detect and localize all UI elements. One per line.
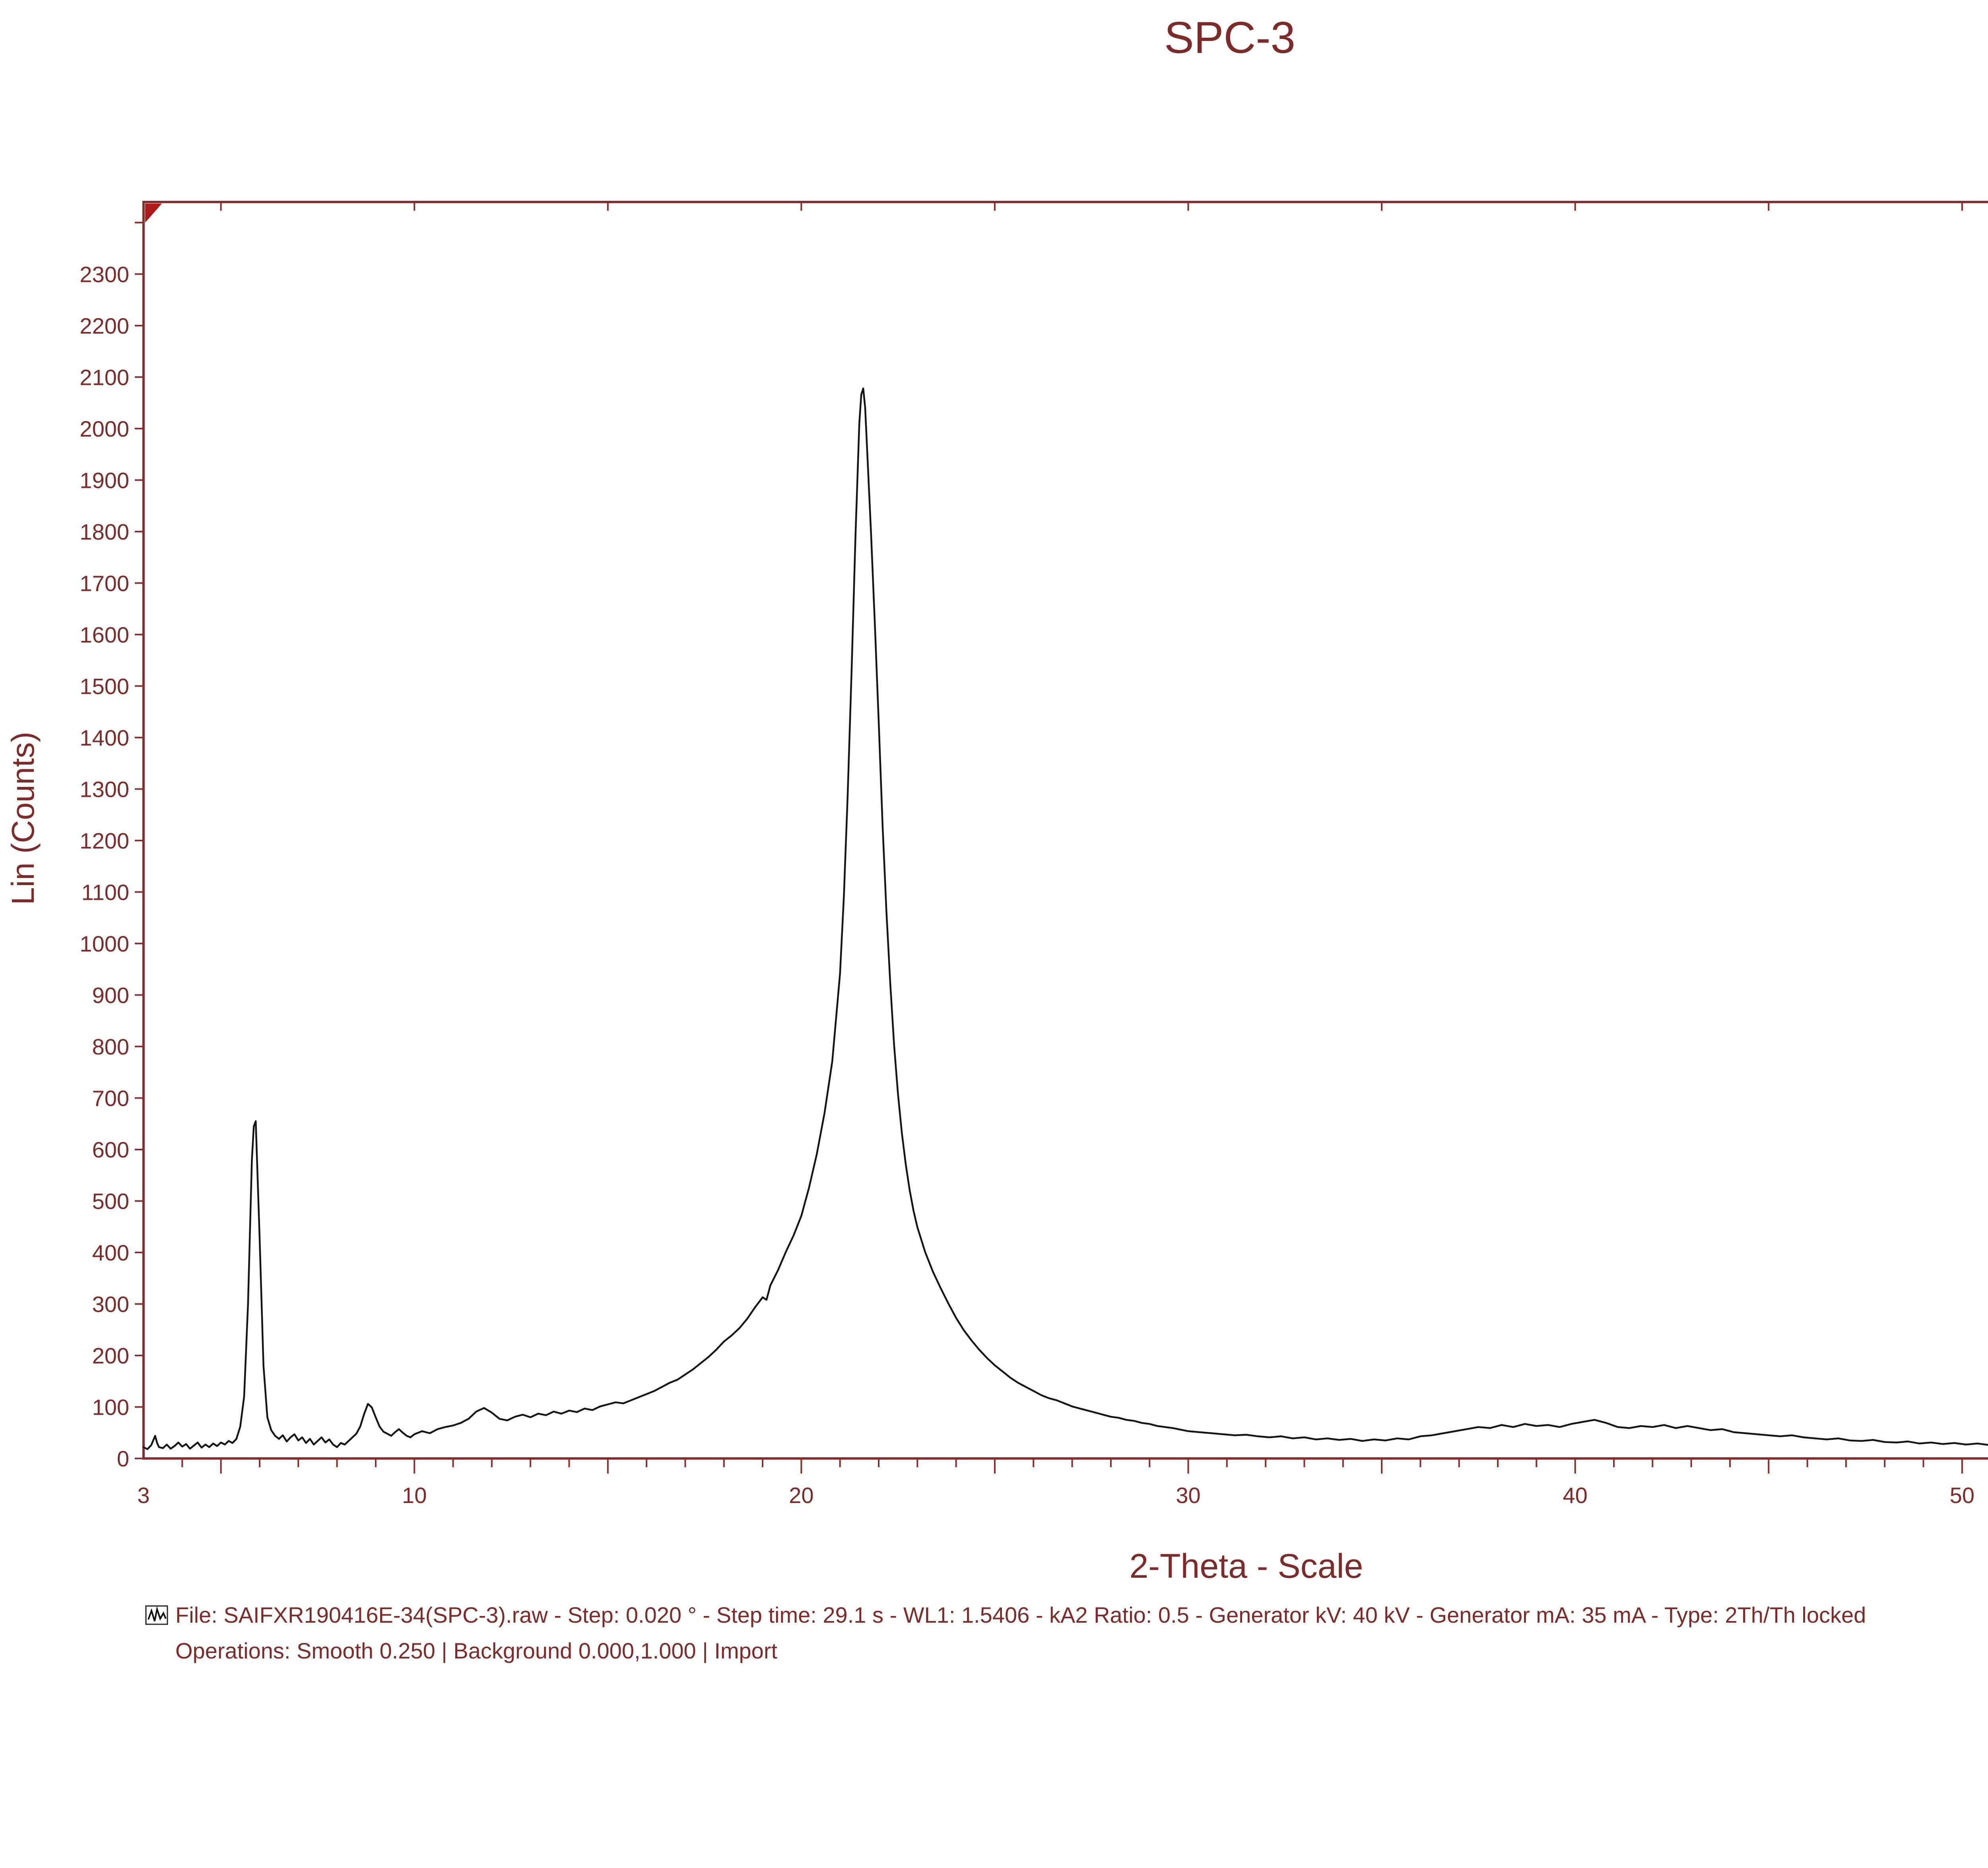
- y-tick-label: 2000: [80, 416, 129, 441]
- y-axis-ticks: [135, 221, 144, 1459]
- caption: File: SAIFXR190416E-34(SPC-3).raw - Step…: [145, 1597, 1866, 1669]
- y-tick-label: 300: [92, 1291, 129, 1317]
- caption-file-text: File: SAIFXR190416E-34(SPC-3).raw - Step…: [175, 1602, 1866, 1627]
- y-tick-label: 1400: [80, 725, 129, 750]
- x-axis-title: 2-Theta - Scale: [1129, 1547, 1363, 1585]
- top-axis-ticks: [220, 202, 1963, 211]
- y-tick-label: 400: [92, 1240, 129, 1265]
- x-axis-ticks: [181, 1458, 1963, 1474]
- y-tick-label: 500: [92, 1188, 129, 1214]
- y-tick-label: 1200: [80, 828, 129, 853]
- chart-title: SPC-3: [1164, 13, 1295, 62]
- x-tick-label: 30: [1176, 1483, 1200, 1508]
- y-tick-label: 2100: [80, 365, 129, 390]
- y-axis-labels: 0 100 200 300 400 500 600 700 800 900 1000 1100 1200…: [80, 262, 129, 1471]
- y-tick-label: 1800: [80, 519, 129, 544]
- waveform-icon: [145, 1605, 168, 1625]
- y-tick-label: 900: [92, 983, 129, 1008]
- y-tick-label: 1100: [82, 880, 129, 905]
- x-tick-label: 20: [789, 1483, 813, 1508]
- range-start-marker: [145, 204, 162, 223]
- caption-line-1: File: SAIFXR190416E-34(SPC-3).raw - Step…: [145, 1597, 1866, 1633]
- y-tick-label: 200: [92, 1343, 129, 1368]
- y-tick-label: 0: [117, 1446, 129, 1471]
- diffractogram-trace: [142, 387, 1988, 1450]
- y-tick-label: 1500: [80, 674, 129, 699]
- x-tick-label: 40: [1563, 1483, 1588, 1508]
- caption-line-2: Operations: Smooth 0.250 | Background 0.…: [175, 1638, 778, 1663]
- y-tick-label: 800: [92, 1034, 129, 1059]
- y-tick-label: 1700: [80, 571, 129, 596]
- y-tick-label: 2200: [80, 313, 129, 338]
- y-tick-label: 1600: [80, 622, 129, 647]
- y-tick-label: 2300: [80, 262, 129, 287]
- plot-border: [142, 201, 1988, 1460]
- x-axis-labels: 3102030405060: [137, 1483, 1974, 1508]
- y-tick-label: 1300: [80, 777, 129, 802]
- x-tick-label: 3: [137, 1483, 149, 1508]
- y-tick-label: 600: [92, 1137, 129, 1162]
- y-tick-label: 1000: [80, 931, 129, 956]
- y-tick-label: 700: [92, 1085, 129, 1111]
- y-tick-label: 100: [92, 1394, 129, 1419]
- x-tick-label: 10: [402, 1483, 427, 1508]
- x-tick-label: 50: [1950, 1483, 1974, 1508]
- y-tick-label: 1900: [80, 468, 129, 493]
